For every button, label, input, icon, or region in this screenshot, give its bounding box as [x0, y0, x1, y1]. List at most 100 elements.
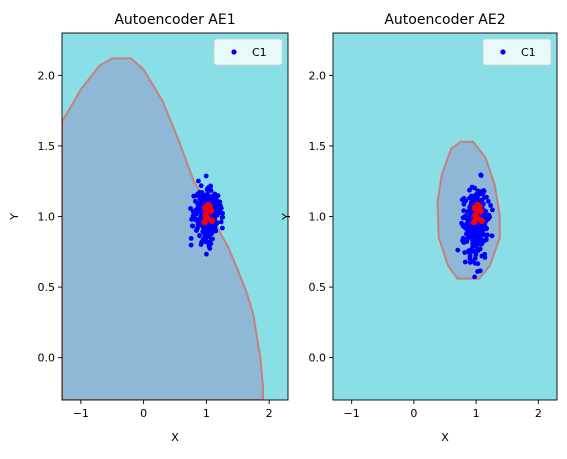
- data-point: [197, 233, 202, 239]
- data-point: [490, 207, 495, 213]
- data-point: [477, 191, 482, 197]
- y-tick-label: 2.0: [38, 69, 56, 82]
- chart-title: Autoencoder AE2: [384, 12, 505, 28]
- data-point: [219, 215, 225, 220]
- x-tick-label: 2: [266, 407, 273, 420]
- data-point: [475, 239, 481, 245]
- data-point: [196, 178, 201, 184]
- chart-panel-2: −1 0 1 2 0.0 0.5 1.0 1.5 2.0 Autoencoder AE2 X Y C1: [280, 12, 558, 444]
- data-point: [485, 232, 490, 238]
- data-point: [467, 260, 473, 265]
- legend-box: [482, 38, 552, 66]
- data-point: [220, 225, 225, 231]
- data-point: [472, 274, 477, 280]
- y-tick-label: 0.0: [309, 352, 327, 365]
- y-tick-label: 1.5: [38, 140, 56, 153]
- y-axis-label: Y: [280, 213, 293, 221]
- data-point: [463, 198, 469, 204]
- data-point: [188, 242, 194, 248]
- x-tick-label: 2: [535, 407, 542, 420]
- data-point: [467, 234, 473, 240]
- data-point: [463, 215, 469, 221]
- decision-region: [62, 57, 264, 400]
- data-point: [203, 234, 209, 240]
- legend-label: C1: [521, 46, 536, 59]
- y-tick-label: 1.5: [309, 140, 327, 153]
- data-point: [485, 216, 491, 222]
- chart-title: Autoencoder AE1: [114, 12, 235, 28]
- legend-box: [213, 38, 283, 66]
- x-tick-label: 0: [410, 407, 417, 420]
- x-tick-label: −1: [344, 407, 360, 420]
- data-point: [198, 183, 204, 189]
- data-point: [488, 203, 493, 208]
- x-tick-label: 0: [140, 407, 147, 420]
- data-point: [462, 250, 468, 255]
- data-point: [194, 209, 200, 215]
- data-point: [479, 241, 484, 247]
- data-point: [215, 193, 221, 199]
- highlight-point: [201, 218, 208, 226]
- data-point: [469, 184, 475, 190]
- data-point: [206, 244, 212, 249]
- y-tick-label: 0.0: [38, 352, 56, 365]
- data-point: [460, 238, 465, 244]
- data-point: [213, 210, 219, 216]
- highlight-point: [475, 203, 483, 210]
- y-axis-label: Y: [8, 213, 21, 221]
- highlight-point: [478, 217, 486, 224]
- legend-marker: [231, 49, 237, 55]
- legend-label: C1: [252, 46, 267, 59]
- data-point: [218, 219, 224, 225]
- data-point: [462, 259, 468, 265]
- legend-marker: [500, 49, 506, 55]
- data-point: [481, 188, 486, 193]
- data-point: [204, 251, 209, 257]
- data-point: [464, 231, 469, 237]
- data-point: [474, 243, 479, 249]
- data-point: [476, 229, 482, 235]
- x-tick-label: −1: [73, 407, 89, 420]
- data-point: [472, 255, 478, 261]
- highlight-point: [202, 211, 210, 219]
- data-point: [196, 192, 202, 198]
- data-point: [195, 205, 201, 211]
- data-point: [484, 237, 489, 242]
- x-axis-label: X: [441, 431, 449, 444]
- data-point: [484, 194, 489, 200]
- data-point: [214, 220, 220, 226]
- legend: C1: [213, 38, 283, 66]
- data-point: [459, 220, 464, 226]
- data-point: [199, 196, 205, 201]
- data-point: [468, 195, 474, 200]
- y-tick-label: 2.0: [309, 69, 327, 82]
- data-point: [480, 227, 486, 233]
- data-point: [473, 234, 479, 240]
- data-point: [461, 208, 467, 214]
- data-point: [477, 268, 483, 274]
- data-point: [475, 248, 481, 254]
- data-point: [482, 255, 488, 260]
- data-point: [468, 225, 474, 231]
- legend: C1: [482, 38, 552, 66]
- data-point: [216, 206, 222, 212]
- data-point: [208, 184, 214, 189]
- y-tick-label: 1.0: [38, 211, 56, 224]
- data-point: [481, 201, 486, 207]
- data-point: [199, 239, 205, 245]
- data-point: [193, 217, 199, 223]
- x-axis-label: X: [171, 431, 179, 444]
- chart-panel-1: −1 0 1 2 0.0 0.5 1.0 1.5 2.0 Autoencoder AE1 X Y C1: [8, 12, 289, 444]
- y-tick-label: 0.5: [38, 281, 56, 294]
- data-point: [219, 210, 224, 216]
- data-point: [455, 247, 461, 253]
- data-point: [188, 236, 194, 241]
- highlight-point: [208, 217, 216, 224]
- y-tick-label: 1.0: [309, 211, 327, 224]
- data-point: [203, 173, 209, 179]
- data-point: [208, 196, 213, 202]
- highlight-point: [472, 211, 479, 219]
- data-point: [203, 227, 209, 233]
- data-point: [208, 236, 214, 242]
